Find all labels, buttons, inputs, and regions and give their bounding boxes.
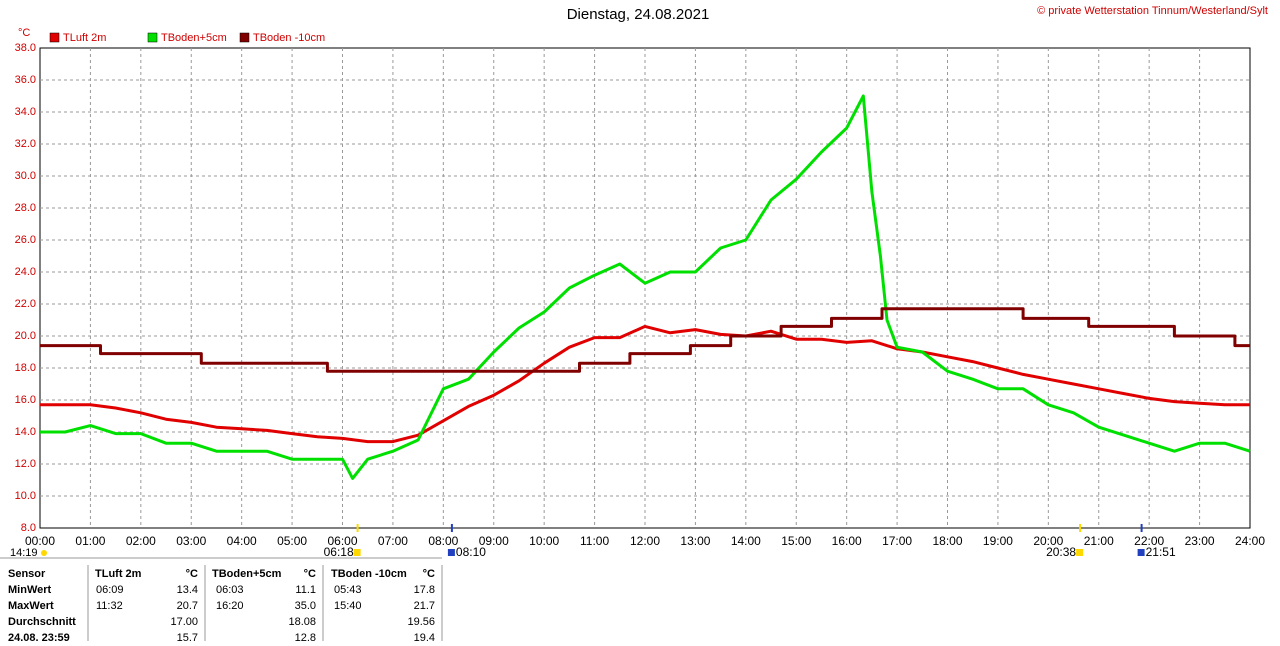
x-tick-label: 07:00 bbox=[378, 534, 408, 548]
y-tick-label: 16.0 bbox=[15, 394, 36, 406]
event-label: 20:38 bbox=[1046, 545, 1076, 559]
y-tick-label: 36.0 bbox=[15, 74, 36, 86]
y-unit: °C bbox=[18, 27, 30, 39]
table-cell: 13.4 bbox=[177, 584, 198, 596]
event-label: 21:51 bbox=[1146, 545, 1176, 559]
x-tick-label: 06:00 bbox=[327, 534, 357, 548]
x-tick-label: 01:00 bbox=[75, 534, 105, 548]
x-tick-label: 20:00 bbox=[1033, 534, 1063, 548]
chart-title: Dienstag, 24.08.2021 bbox=[567, 6, 710, 23]
event-marker bbox=[353, 549, 361, 556]
legend-label: TBoden -10cm bbox=[253, 32, 325, 44]
y-tick-label: 20.0 bbox=[15, 330, 36, 342]
table-cell: 15.7 bbox=[177, 632, 198, 641]
x-tick-label: 04:00 bbox=[227, 534, 257, 548]
table-header: Sensor bbox=[8, 568, 46, 580]
y-tick-label: 26.0 bbox=[15, 234, 36, 246]
table-header: °C bbox=[304, 568, 316, 580]
x-tick-label: 15:00 bbox=[781, 534, 811, 548]
y-tick-label: 32.0 bbox=[15, 138, 36, 150]
legend-label: TBoden+5cm bbox=[161, 32, 227, 44]
x-tick-label: 16:00 bbox=[832, 534, 862, 548]
table-cell: 11:32 bbox=[96, 600, 123, 612]
series-line bbox=[40, 94, 1251, 480]
table-cell: 19.56 bbox=[407, 616, 435, 628]
x-tick-label: 18:00 bbox=[932, 534, 962, 548]
legend-swatch bbox=[239, 32, 250, 43]
table-cell: 19.4 bbox=[414, 632, 435, 641]
y-tick-label: 18.0 bbox=[15, 362, 36, 374]
series-line bbox=[40, 324, 1250, 444]
event-label: 08:10 bbox=[456, 545, 486, 559]
table-cell: 17.00 bbox=[170, 616, 198, 628]
x-tick-label: 23:00 bbox=[1185, 534, 1215, 548]
y-tick-label: 34.0 bbox=[15, 106, 36, 118]
table-cell: MaxWert bbox=[8, 600, 54, 612]
event-label: 06:18 bbox=[324, 545, 354, 559]
x-tick-label: 13:00 bbox=[680, 534, 710, 548]
x-tick-label: 00:00 bbox=[25, 534, 55, 548]
table-cell: 05:43 bbox=[334, 584, 362, 596]
x-tick-label: 19:00 bbox=[983, 534, 1013, 548]
table-cell: 35.0 bbox=[295, 600, 316, 612]
table-cell: 21.7 bbox=[414, 600, 435, 612]
y-tick-label: 22.0 bbox=[15, 298, 36, 310]
x-tick-label: 03:00 bbox=[176, 534, 206, 548]
table-cell: 15:40 bbox=[334, 600, 362, 612]
table-cell: 20.7 bbox=[177, 600, 198, 612]
x-tick-label: 02:00 bbox=[126, 534, 156, 548]
x-tick-label: 10:00 bbox=[529, 534, 559, 548]
y-tick-label: 10.0 bbox=[15, 490, 36, 502]
x-tick-label: 22:00 bbox=[1134, 534, 1164, 548]
series-line bbox=[40, 307, 1250, 373]
moon-marker bbox=[41, 550, 47, 556]
legend-label: TLuft 2m bbox=[63, 32, 106, 44]
event-marker bbox=[1137, 549, 1145, 556]
x-tick-label: 05:00 bbox=[277, 534, 307, 548]
table-cell: MinWert bbox=[8, 584, 52, 596]
y-tick-label: 8.0 bbox=[21, 522, 36, 534]
x-tick-label: 09:00 bbox=[479, 534, 509, 548]
table-header: TLuft 2m bbox=[95, 568, 142, 580]
event-marker bbox=[447, 549, 455, 556]
copyright: © private Wetterstation Tinnum/Westerlan… bbox=[1037, 5, 1268, 17]
x-tick-label: 11:00 bbox=[580, 534, 609, 548]
y-tick-label: 28.0 bbox=[15, 202, 36, 214]
table-header: °C bbox=[423, 568, 435, 580]
y-tick-label: 24.0 bbox=[15, 266, 36, 278]
legend-swatch bbox=[147, 32, 158, 43]
x-tick-label: 14:00 bbox=[731, 534, 761, 548]
table-cell: 11.1 bbox=[295, 584, 316, 596]
table-cell: Durchschnitt bbox=[8, 616, 76, 628]
table-cell: 24.08. 23:59 bbox=[8, 632, 70, 641]
x-tick-label: 24:00 bbox=[1235, 534, 1265, 548]
y-tick-label: 12.0 bbox=[15, 458, 36, 470]
table-cell: 18.08 bbox=[288, 616, 316, 628]
table-cell: 17.8 bbox=[414, 584, 435, 596]
table-cell: 16:20 bbox=[216, 600, 244, 612]
table-cell: 06:09 bbox=[96, 584, 124, 596]
table-header: TBoden+5cm bbox=[212, 568, 282, 580]
y-tick-label: 30.0 bbox=[15, 170, 36, 182]
table-cell: 06:03 bbox=[216, 584, 244, 596]
legend-swatch bbox=[49, 32, 60, 43]
x-tick-label: 08:00 bbox=[428, 534, 458, 548]
table-cell: 12.8 bbox=[295, 632, 316, 641]
x-tick-label: 17:00 bbox=[882, 534, 912, 548]
moon-label: 14:19 bbox=[10, 547, 38, 559]
y-tick-label: 14.0 bbox=[15, 426, 36, 438]
table-header: °C bbox=[186, 568, 198, 580]
x-tick-label: 21:00 bbox=[1084, 534, 1114, 548]
table-header: TBoden -10cm bbox=[331, 568, 407, 580]
x-tick-label: 12:00 bbox=[630, 534, 660, 548]
y-tick-label: 38.0 bbox=[15, 42, 36, 54]
event-marker bbox=[1076, 549, 1084, 556]
